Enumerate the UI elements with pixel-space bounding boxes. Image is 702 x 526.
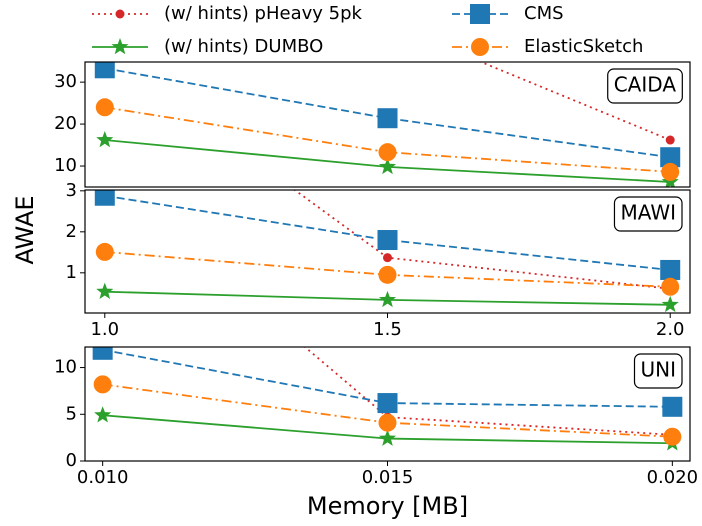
marker <box>661 295 679 313</box>
marker <box>378 265 397 284</box>
y-tick-label: 10 <box>54 357 77 378</box>
plot-area <box>92 171 683 451</box>
marker <box>383 253 392 263</box>
legend-label: ElasticSketch <box>524 36 643 57</box>
legend-marker <box>471 38 489 56</box>
x-tick-label: 2.0 <box>656 319 685 340</box>
y-tick-label: 1 <box>66 262 77 283</box>
marker <box>93 375 112 394</box>
x-axis-label: Memory [MB] <box>307 492 468 520</box>
marker <box>663 427 682 446</box>
marker <box>660 259 681 280</box>
legend-label: CMS <box>524 3 564 24</box>
y-tick-label: 30 <box>54 71 77 92</box>
annotation: UNI <box>633 353 683 389</box>
plot-area <box>94 19 681 187</box>
y-tick-label: 5 <box>66 403 77 424</box>
annotation-box <box>607 68 683 104</box>
legend-marker <box>470 4 490 24</box>
marker <box>378 290 397 308</box>
plot-area <box>94 47 681 313</box>
marker <box>660 147 681 168</box>
marker <box>662 396 683 417</box>
annotation: MAWI <box>613 196 683 232</box>
y-tick-label: 10 <box>54 155 77 176</box>
marker <box>378 413 397 432</box>
x-tick-label: 1.0 <box>90 319 119 340</box>
y-tick-label: 20 <box>54 113 77 134</box>
marker <box>377 393 398 414</box>
legend-marker <box>115 9 125 19</box>
annotation-box <box>633 353 683 389</box>
marker <box>94 62 115 79</box>
legend-label: (w/ hints) pHeavy 5pk <box>164 3 362 24</box>
x-tick-label: 0.015 <box>362 467 414 488</box>
x-tick-label: 0.020 <box>647 467 699 488</box>
marker <box>94 190 115 206</box>
marker <box>95 242 114 261</box>
marker <box>378 143 397 162</box>
marker <box>377 230 398 251</box>
legend-label: (w/ hints) DUMBO <box>164 36 323 57</box>
y-tick-label: 3 <box>66 180 77 201</box>
x-tick-label: 1.5 <box>373 319 402 340</box>
marker <box>383 19 392 28</box>
marker <box>92 347 113 360</box>
marker <box>96 282 114 299</box>
y-tick-label: 0 <box>66 450 77 471</box>
series-line <box>104 194 671 271</box>
marker <box>100 47 109 56</box>
marker <box>95 98 114 117</box>
y-tick-label: 2 <box>66 221 77 242</box>
marker <box>94 406 112 423</box>
annotation-text: MAWI <box>620 201 676 225</box>
marker <box>378 429 397 446</box>
annotation-text: CAIDA <box>614 73 677 97</box>
marker <box>96 131 114 148</box>
annotation-box <box>613 196 683 232</box>
marker <box>378 157 397 175</box>
marker <box>98 171 107 180</box>
marker <box>661 162 680 181</box>
annotation-text: UNI <box>641 358 677 382</box>
marker <box>665 135 675 145</box>
y-axis-label: AWAE <box>11 195 39 264</box>
marker <box>377 108 398 129</box>
annotation: CAIDA <box>607 68 683 104</box>
marker <box>661 277 680 296</box>
x-tick-label: 0.010 <box>77 467 129 488</box>
legend-marker <box>111 38 129 55</box>
